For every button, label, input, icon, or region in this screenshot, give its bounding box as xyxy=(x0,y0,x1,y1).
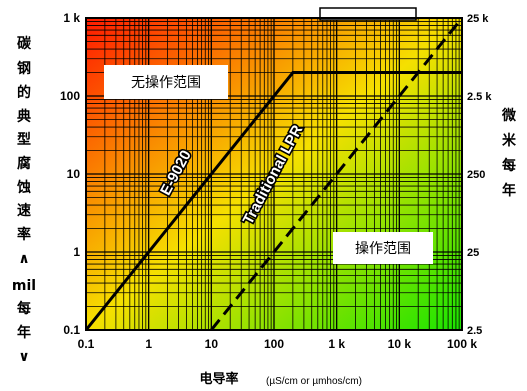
y-tick-label: 0.1 xyxy=(63,323,80,337)
y-tick-label: 10 xyxy=(67,167,81,181)
plot-frame xyxy=(85,17,463,331)
x-tick-label: 10 xyxy=(205,337,219,351)
y-tick-label: 1 xyxy=(73,245,80,259)
x-tick-label: 0.1 xyxy=(78,337,95,351)
x-axis-unit: (µS/cm or µmhos/cm) xyxy=(266,376,362,387)
y-label-glyph: ∨ xyxy=(18,349,29,365)
series-line-lpr xyxy=(210,18,462,330)
y-tick-label: 1 k xyxy=(63,11,80,25)
x-tick-label: 1 xyxy=(145,337,152,351)
x-tick-label: 10 k xyxy=(388,337,412,351)
y2-label-glyph: 年 xyxy=(502,182,516,199)
y-label-glyph: 型 xyxy=(17,131,31,148)
y-label-glyph: 年 xyxy=(17,324,31,341)
y2-tick-label: 25 k xyxy=(467,13,489,25)
y-label-glyph: 率 xyxy=(17,226,31,243)
y2-label-glyph: 米 xyxy=(502,132,517,149)
y2-tick-label: 250 xyxy=(467,169,485,181)
y-label-glyph: mil xyxy=(12,278,36,294)
operation-box xyxy=(333,232,433,264)
series-group xyxy=(86,18,462,330)
y2-label-glyph: 微 xyxy=(501,107,517,124)
no-operation-label: 无操作范围 xyxy=(131,74,201,91)
y2-label-glyph: 每 xyxy=(502,157,516,174)
x-axis-label: 电导率 xyxy=(199,371,238,387)
tick-labels: 0.1 1 10 100 1 k 10 k 100 k 0.1 1 10 100 1 k 2.5 25 25… xyxy=(60,11,492,351)
x-tick-label: 100 xyxy=(264,337,284,351)
operation-label: 操作范围 xyxy=(355,240,411,257)
x-tick-label: 1 k xyxy=(328,337,345,351)
y-label-glyph: 典 xyxy=(17,108,31,125)
x-tick-label: 100 k xyxy=(447,337,477,351)
y-label-glyph: 碳 xyxy=(17,35,32,52)
y2-tick-label: 2.5 xyxy=(467,325,482,337)
y-label-glyph: 速 xyxy=(17,202,31,219)
y-label-glyph: 每 xyxy=(17,300,31,317)
y2-tick-label: 25 xyxy=(467,247,479,259)
y-label-glyph: 蚀 xyxy=(16,179,31,196)
y-label-glyph: 腐 xyxy=(17,155,31,172)
y-label-glyph: 钢 xyxy=(17,60,31,77)
y-tick-label: 100 xyxy=(60,89,80,103)
y-label-glyph: 的 xyxy=(17,84,31,101)
y-label-glyph: ∧ xyxy=(18,251,29,267)
y2-tick-label: 2.5 k xyxy=(467,91,492,103)
no-operation-box xyxy=(104,65,228,99)
series-line-e9020 xyxy=(86,71,462,330)
